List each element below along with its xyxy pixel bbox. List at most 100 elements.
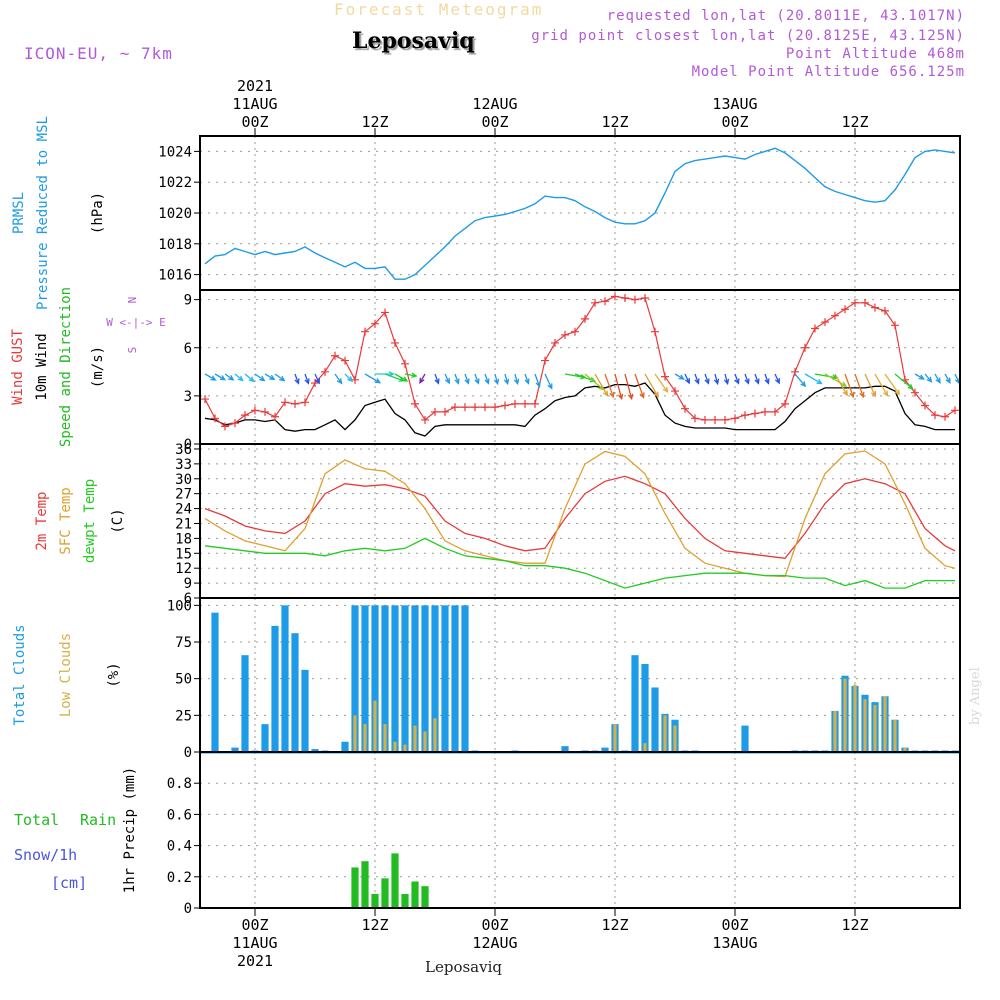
wind-direction-arrow — [484, 373, 490, 385]
wind-gust-line — [204, 295, 956, 428]
wind-gust-marker — [541, 356, 549, 365]
total-cloud-bar — [341, 741, 349, 752]
wind-direction-arrow — [364, 373, 382, 384]
y-tick-label: 0.2 — [167, 870, 192, 886]
y-tick-label: 27 — [175, 487, 192, 503]
wind-direction-arrow — [344, 373, 354, 383]
cloud-unit-label: (%) — [106, 662, 122, 687]
wind-direction-arrow — [744, 373, 750, 385]
y-tick-label: 0 — [184, 901, 192, 917]
wind-direction-arrow — [454, 373, 460, 385]
y-tick-label: 0.4 — [167, 839, 192, 855]
total-cloud-bar — [561, 746, 569, 752]
wind-direction-arrow — [394, 373, 409, 382]
rain-bar — [361, 861, 369, 908]
wind-gust-marker — [801, 343, 809, 352]
time-label-bottom: 2021 — [237, 952, 273, 970]
low-cloud-bar — [433, 718, 437, 752]
y-tick-label: 50 — [175, 672, 192, 688]
low-cloud-bar — [363, 724, 367, 752]
wind-gust-marker — [881, 306, 889, 315]
wind-direction-arrow — [674, 373, 685, 380]
low-cloud-bar — [843, 678, 847, 752]
compass-n: N — [126, 297, 139, 304]
wind-gust-marker — [281, 398, 289, 407]
time-label-top: 12Z — [601, 113, 628, 131]
total-cloud-bar — [371, 605, 379, 752]
wind-gust-marker — [571, 327, 579, 336]
wind-direction-arrow — [713, 373, 720, 386]
wind-gust-marker — [751, 409, 759, 418]
total-cloud-bar — [271, 625, 279, 752]
time-label-bottom: 12AUG — [472, 934, 517, 952]
wind-direction-arrow — [834, 373, 848, 397]
y-tick-label: 21 — [175, 516, 192, 532]
wind-direction-arrow — [214, 373, 227, 381]
wind-gust-marker — [211, 414, 219, 423]
wind-gust-marker — [551, 338, 559, 347]
wind-gust-marker — [481, 403, 489, 412]
wind-direction-arrow — [314, 373, 320, 385]
compass-s: S — [126, 347, 139, 354]
time-label-bottom: 00Z — [241, 916, 268, 934]
precip-unit-label: 1hr Precip (mm) — [122, 767, 138, 893]
low-cloud-bar — [893, 719, 897, 752]
time-label-top: 13AUG — [712, 95, 757, 113]
wind-direction-arrow — [404, 372, 418, 378]
rain-bar — [371, 893, 379, 908]
total-cloud-bar — [281, 605, 289, 752]
total-cloud-bar — [241, 655, 249, 752]
time-label-top: 11AUG — [232, 95, 277, 113]
time-label-bottom: 12Z — [601, 916, 628, 934]
wind-gust-marker — [811, 324, 819, 333]
wind-gust-marker — [411, 399, 419, 408]
wind-direction-arrow — [534, 373, 541, 388]
y-tick-label: 30 — [175, 472, 192, 488]
wind-gust-marker — [471, 403, 479, 412]
wind-direction-arrow — [924, 373, 933, 383]
panel-frame — [199, 751, 961, 909]
wind-gust-marker — [851, 298, 859, 307]
wind-gust-marker — [381, 308, 389, 317]
wind-direction-arrow — [914, 373, 925, 380]
sfc-temp-label: SFC Temp — [58, 487, 74, 554]
y-tick-label: 0 — [184, 745, 192, 761]
total-cloud-bar — [441, 605, 449, 752]
rain-bar — [421, 886, 429, 908]
panel-frame — [199, 443, 961, 599]
wind-direction-arrow — [274, 373, 286, 382]
wind-direction-arrow — [764, 373, 770, 385]
wind-gust-marker — [511, 399, 519, 408]
wind-direction-arrow — [224, 373, 235, 381]
low-cloud-bar — [613, 724, 617, 752]
wind-direction-arrow — [474, 373, 480, 385]
low-cloud-bar — [383, 724, 387, 752]
wind-gust-marker — [741, 411, 749, 420]
time-label-top: 12Z — [361, 113, 388, 131]
wind-gust-marker — [771, 407, 779, 416]
dewpt-temp-line — [204, 537, 955, 589]
total-cloud-bar — [301, 669, 309, 752]
wind-direction-arrow — [774, 373, 780, 385]
wind-gust-marker — [301, 398, 309, 407]
pressure-unit-label: (hPa) — [90, 192, 106, 234]
time-label-bottom: 00Z — [721, 916, 748, 934]
y-tick-label: 6 — [184, 591, 192, 607]
low-cloud-bar — [423, 731, 427, 752]
low-cloud-bar — [373, 700, 377, 752]
model-label: ICON-EU, ~ 7km — [24, 44, 173, 63]
low-cloud-bar — [883, 696, 887, 752]
wind-direction-arrow — [334, 373, 343, 385]
wind-direction-arrow — [944, 373, 951, 384]
total-cloud-bar — [431, 605, 439, 752]
low-cloud-bar — [873, 705, 877, 752]
sfc-temp-line — [204, 450, 956, 578]
total-cloud-bar — [651, 687, 659, 752]
wind-gust-marker — [911, 388, 919, 397]
wind-direction-arrow — [493, 373, 500, 386]
total-cloud-bar — [411, 605, 419, 752]
wind-gust-marker — [531, 399, 539, 408]
wind-gust-marker — [351, 375, 359, 384]
time-label-top: 00Z — [481, 113, 508, 131]
requested-coords: requested lon,lat (20.8011E, 43.1017N) — [606, 8, 965, 24]
